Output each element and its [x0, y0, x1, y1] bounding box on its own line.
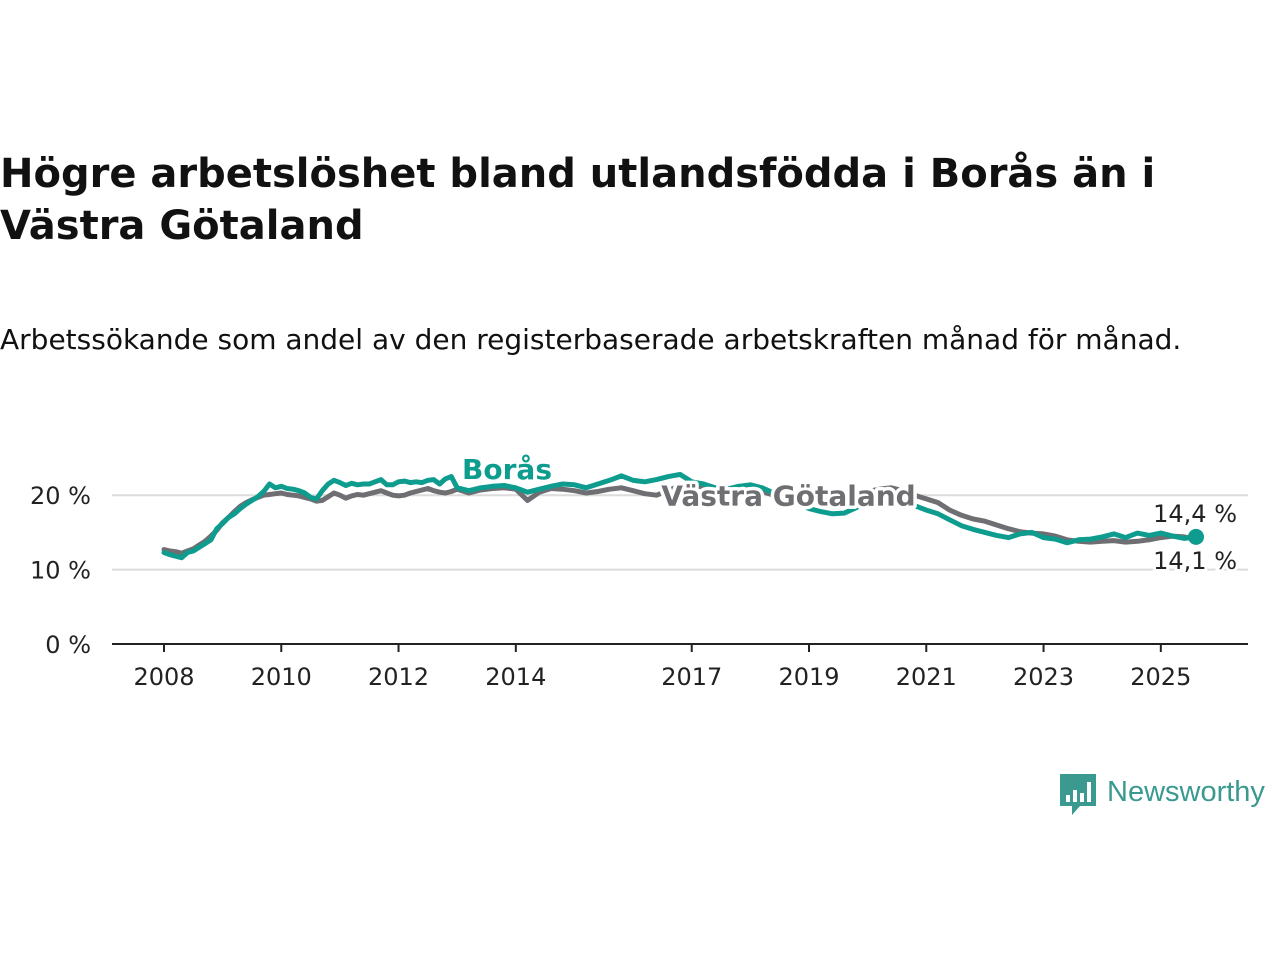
series-label-boras: Borås: [462, 453, 552, 486]
x-tick-label: 2019: [778, 663, 839, 691]
x-tick-label: 2014: [485, 663, 546, 691]
endpoint-marker: [1188, 528, 1204, 545]
chart-title: Högre arbetslöshet bland utlandsfödda i …: [0, 151, 1156, 249]
brand-name: Newsworthy: [1107, 776, 1265, 808]
chart-labels: Västra Götaland Borås 14,4 % 14,1 %: [459, 449, 1240, 578]
series-line-boras: [161, 471, 1199, 561]
x-tick-label: 2012: [368, 663, 429, 691]
x-tick-label: 2021: [896, 663, 957, 691]
x-tick-label: 2008: [133, 663, 194, 691]
end-value-label-upper: 14,4 %: [1153, 500, 1237, 528]
series-line-vastra-gotaland: [161, 480, 1199, 556]
axes: 0 % 10 % 20 % 2008 2010 2012 2014 2017 2019 2021 2…: [30, 482, 1248, 691]
y-tick-label: 20 %: [30, 482, 91, 510]
newsworthy-logo-icon: [1060, 774, 1096, 815]
end-value-label-lower: 14,1 %: [1153, 547, 1237, 575]
y-tick-label: 10 %: [30, 557, 91, 585]
x-tick-label: 2010: [251, 663, 312, 691]
x-tick-label: 2017: [661, 663, 722, 691]
x-tick-label: 2023: [1013, 663, 1074, 691]
y-tick-label: 0 %: [45, 631, 91, 659]
line-chart: 0 % 10 % 20 % 2008 2010 2012 2014 2017 2019 2021 2…: [30, 449, 1248, 691]
series-lines: [161, 471, 1199, 561]
series-label-vastra-gotaland: Västra Götaland: [661, 480, 916, 513]
x-tick-label: 2025: [1130, 663, 1191, 691]
chart-subtitle: Arbetssökande som andel av den registerb…: [0, 323, 1182, 356]
